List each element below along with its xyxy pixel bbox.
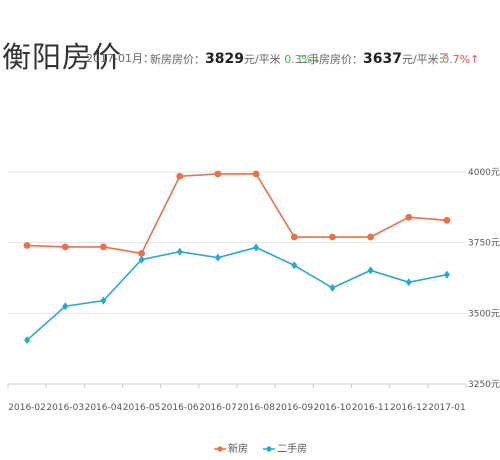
x-tick-label: 2017-01 [428, 403, 466, 413]
data-point-new [100, 243, 107, 251]
y-tick-label: 3500元 [468, 309, 500, 319]
chart-legend: 新房 二手房 [214, 440, 319, 455]
series-line-second [26, 246, 448, 341]
period-label: 2017-01月： [86, 52, 154, 65]
data-point-new [252, 170, 260, 178]
x-tick-label: 2016-09 [275, 403, 313, 413]
y-tick-label: 3750元 [468, 239, 500, 249]
x-tick-label: 2016-10 [314, 403, 352, 413]
data-point-second [138, 255, 145, 264]
second-price-value: 3637 [363, 51, 402, 67]
new-price-unit: 元/平米 [243, 53, 281, 66]
x-tick-label: 2016-12 [390, 403, 428, 413]
new-price-value: 3829 [205, 51, 244, 67]
data-point-second [100, 296, 107, 305]
legend-second-marker-icon [263, 446, 276, 452]
data-point-new [138, 250, 145, 257]
new-price-change: 0.3%↓ [284, 53, 322, 66]
page-header: 衡阳房价 2017-01月： 新房房价：3829元/平米 0.3%↓ 二手房房价… [0, 34, 500, 74]
data-point-second [176, 247, 183, 256]
data-point-new [443, 216, 451, 224]
x-tick-label: 2016-07 [199, 403, 237, 413]
x-tick-label: 2016-03 [46, 403, 84, 413]
legend-item-new[interactable]: 新房 [214, 440, 248, 455]
data-point-new [214, 170, 222, 178]
data-point-second [329, 283, 336, 292]
data-point-new [367, 233, 374, 241]
data-point-new [405, 213, 413, 221]
data-point-second [62, 302, 69, 311]
new-price-stat: 新房房价：3829元/平米 0.3%↓ [150, 52, 321, 67]
data-point-second [24, 336, 31, 345]
second-price-stat: 二手房房价：3637元/平米 0.7%↑ [297, 52, 479, 67]
data-point-new [329, 233, 336, 241]
x-tick-label: 2016-11 [352, 403, 390, 413]
menu-icon[interactable] [440, 53, 448, 63]
second-price-change: 0.7%↑ [442, 53, 480, 66]
x-tick-label: 2016-05 [123, 403, 161, 413]
second-price-unit: 元/平米 [401, 53, 439, 66]
new-price-label: 新房房价： [150, 53, 205, 66]
series-line-new [27, 173, 447, 255]
data-point-second [443, 270, 450, 279]
y-tick-label: 3250元 [468, 380, 500, 390]
legend-new-label: 新房 [228, 444, 248, 455]
data-point-second [367, 266, 374, 275]
x-tick-label: 2016-06 [161, 403, 199, 413]
data-point-new [61, 243, 69, 251]
legend-item-second[interactable]: 二手房 [263, 440, 307, 455]
page-title: 衡阳房价 [2, 40, 123, 74]
legend-second-label: 二手房 [277, 444, 308, 455]
data-point-second [291, 261, 298, 270]
legend-new-marker-icon [214, 446, 226, 452]
data-point-second [253, 243, 260, 252]
data-point-new [290, 233, 298, 241]
data-point-new [176, 172, 184, 180]
data-point-second [405, 278, 412, 287]
second-price-label: 二手房房价： [297, 53, 363, 66]
x-tick-label: 2016-02 [8, 403, 46, 413]
data-point-new [23, 242, 31, 249]
data-point-second [214, 253, 221, 262]
x-tick-label: 2016-08 [237, 403, 275, 413]
x-tick-label: 2016-04 [85, 403, 123, 413]
y-tick-label: 4000元 [468, 168, 500, 178]
